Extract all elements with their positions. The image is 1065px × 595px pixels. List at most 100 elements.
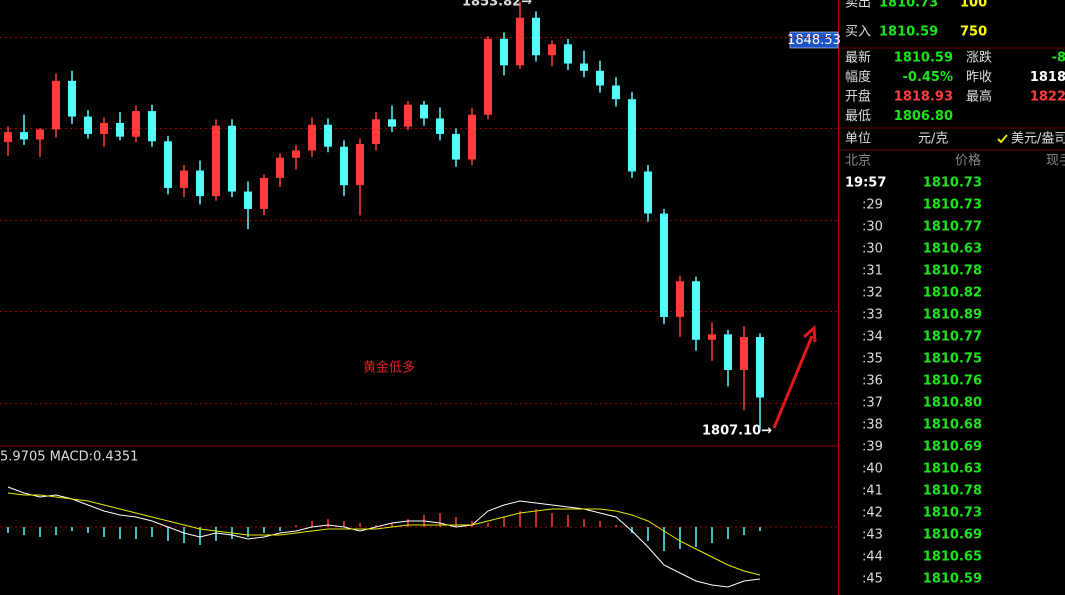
panel-text: 100 <box>960 0 987 11</box>
candle-body <box>244 191 252 209</box>
annotation: 黄金低多 <box>363 360 415 376</box>
price-tag-box <box>789 31 839 49</box>
candle-body <box>340 146 348 186</box>
candle-body <box>84 116 92 134</box>
panel-text: 1810.73 <box>879 0 938 11</box>
candle-body <box>660 213 668 317</box>
candle-body <box>276 157 284 178</box>
panel-text: :33 <box>862 308 883 323</box>
candle-body <box>596 70 604 86</box>
panel-text: 开盘 <box>845 89 871 105</box>
candle-body <box>724 334 732 370</box>
candle-body <box>516 17 524 66</box>
panel-text: -8.1 <box>1052 51 1065 66</box>
panel-text: 价格 <box>955 153 981 169</box>
macd-line <box>7 492 761 576</box>
panel-text: 1810.65 <box>923 550 982 565</box>
high-label: 1853.82→ <box>462 0 532 10</box>
panel-text: 幅度 <box>845 69 871 85</box>
panel-text: 1810.76 <box>923 374 982 389</box>
panel-text: :38 <box>862 418 883 433</box>
candle-body <box>196 170 204 197</box>
panel-text: 1810.80 <box>923 396 982 411</box>
panel-text: :40 <box>862 462 883 477</box>
panel-text: :44 <box>862 550 883 565</box>
panel-text: 卖出 <box>845 0 871 11</box>
candle-body <box>548 44 556 56</box>
panel-text: 1810.63 <box>923 242 982 257</box>
candle-body <box>20 132 28 140</box>
candle-body <box>372 119 380 145</box>
candle-body <box>452 133 460 160</box>
candle-body <box>468 114 476 160</box>
panel-text: 19:57 <box>845 176 886 191</box>
panel-text: 单位 <box>845 132 871 147</box>
panel-text: 最新 <box>845 50 871 66</box>
panel-text: -0.45% <box>903 70 954 85</box>
panel-text: 1818.93 <box>894 90 953 105</box>
candle-body <box>500 38 508 66</box>
candle-body <box>532 17 540 56</box>
panel-text: 1810.73 <box>923 176 982 191</box>
panel-text: :36 <box>862 374 883 389</box>
low-label: 1807.10→ <box>702 424 772 439</box>
candle-body <box>180 170 188 188</box>
candle-body <box>36 129 44 140</box>
panel-text: 1810.82 <box>923 286 982 301</box>
candle-body <box>164 141 172 188</box>
panel-text: 昨收 <box>966 70 992 85</box>
candle-body <box>132 111 140 137</box>
candle-body <box>4 132 12 143</box>
panel-text: :45 <box>862 572 883 587</box>
panel-text: 1810.68 <box>923 418 982 433</box>
panel-text: :30 <box>862 242 883 257</box>
panel-text: 北京 <box>845 154 871 169</box>
panel-text: :43 <box>862 528 883 543</box>
candle-body <box>100 122 108 134</box>
candle-body <box>260 177 268 209</box>
candle-body <box>116 122 124 137</box>
candle-body <box>212 125 220 197</box>
price-tag: 1848.53 <box>787 33 841 48</box>
panel-text: 1810.73 <box>923 198 982 213</box>
candle-body <box>148 111 156 142</box>
panel-text: :29 <box>862 198 883 213</box>
candle-body <box>756 337 764 398</box>
panel-text: 最低 <box>845 109 871 124</box>
macd-line <box>7 486 761 588</box>
panel-text: 1818.7 <box>1030 70 1065 85</box>
candle-body <box>420 104 428 119</box>
panel-text: 涨跌 <box>966 50 992 66</box>
candle-body <box>356 144 364 186</box>
panel-text: :39 <box>862 440 883 455</box>
panel-text: 1810.73 <box>923 506 982 521</box>
panel-text: 1810.59 <box>879 25 938 40</box>
panel-text: 1810.75 <box>923 352 982 367</box>
candle-body <box>708 334 716 340</box>
candle-body <box>388 119 396 127</box>
panel-text: 1822.1 <box>1030 90 1065 105</box>
panel-text: 1810.77 <box>923 330 982 345</box>
panel-text: 1810.77 <box>923 220 982 235</box>
panel-text: 1810.63 <box>923 462 982 477</box>
panel-text: 美元/盎司 <box>1011 132 1065 147</box>
panel-text: :41 <box>862 484 883 499</box>
panel-text: 买入 <box>845 25 871 40</box>
panel-text: 现手 <box>1046 154 1065 169</box>
panel-text: 1810.59 <box>894 51 953 66</box>
candle-body <box>612 85 620 100</box>
candle-body <box>564 44 572 64</box>
panel-text: 1810.78 <box>923 264 982 279</box>
macd-label: 5.9705 MACD:0.4351 <box>0 450 138 465</box>
candle-body <box>676 281 684 317</box>
candle-body <box>740 337 748 370</box>
panel-text: 1810.78 <box>923 484 982 499</box>
candle-body <box>404 104 412 127</box>
panel-text: :31 <box>862 264 883 279</box>
candle-body <box>68 80 76 117</box>
candle-body <box>228 125 236 192</box>
annotation-arrow <box>772 324 817 429</box>
panel-text: 1810.69 <box>923 528 982 543</box>
